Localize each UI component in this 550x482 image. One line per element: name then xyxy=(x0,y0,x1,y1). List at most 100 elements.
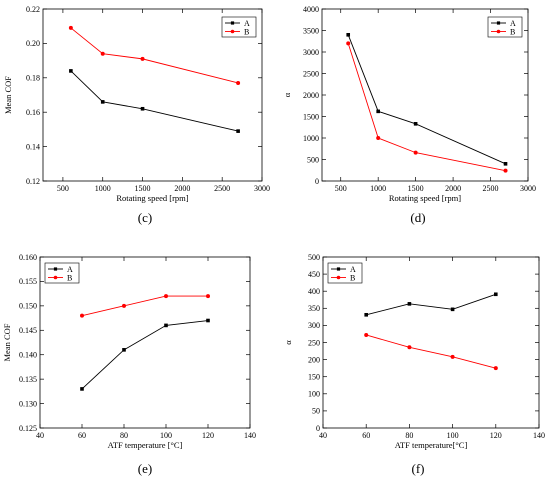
legend-label-B: B xyxy=(67,273,72,282)
plot-frame xyxy=(39,256,251,429)
data-point-B xyxy=(364,332,369,337)
y-tick-label: 0.130 xyxy=(19,399,37,408)
x-tick-label: 40 xyxy=(319,431,327,440)
legend-label-B: B xyxy=(244,27,249,36)
legend-marker-A xyxy=(496,21,501,25)
y-tick-label: 500 xyxy=(307,155,319,164)
x-tick-label: 3000 xyxy=(520,184,536,193)
legend-label-A: A xyxy=(510,19,516,28)
y-tick-label: 450 xyxy=(308,270,320,279)
legend-marker-A xyxy=(336,267,341,271)
x-axis-title: ATF temperature [°C] xyxy=(108,440,183,450)
y-tick-label: 1000 xyxy=(303,134,319,143)
y-tick-label: 500 xyxy=(308,253,320,262)
data-point-A xyxy=(69,69,73,73)
data-point-B xyxy=(206,294,210,299)
y-tick-label: 0.18 xyxy=(26,74,40,83)
y-tick-label: 2000 xyxy=(303,91,319,100)
data-point-B xyxy=(140,56,145,61)
plot-frame xyxy=(42,8,263,182)
legend-label-A: A xyxy=(244,19,250,28)
data-point-B xyxy=(376,136,381,140)
data-point-A xyxy=(122,348,126,352)
y-tick-label: 0.22 xyxy=(26,5,40,14)
data-point-A xyxy=(450,307,455,312)
x-tick-label: 40 xyxy=(36,431,44,440)
x-tick-label: 2000 xyxy=(445,184,461,193)
y-tick-label: 150 xyxy=(308,373,320,382)
chart-panel-e: 40 60 80 100 120 140 0.125 0.130 0.135 0.140 0.145… xyxy=(2,253,256,450)
y-tick-label: 350 xyxy=(308,304,320,313)
legend-label-A: A xyxy=(350,265,356,274)
series-line-B xyxy=(347,43,506,172)
y-tick-label: 0.140 xyxy=(19,351,37,360)
data-point-B xyxy=(80,313,84,318)
x-tick-label: 1500 xyxy=(408,184,424,193)
data-point-A xyxy=(407,302,412,306)
x-tick-label: 140 xyxy=(244,431,256,440)
chart-panel-f: 40 60 80 100 120 140 0 50 100 150 200 250 300 350 400 4… xyxy=(283,253,545,450)
data-point-B xyxy=(503,168,508,173)
y-tick-label: 0.14 xyxy=(26,142,40,151)
data-point-A xyxy=(206,318,210,323)
data-point-A xyxy=(236,129,240,133)
x-tick-label: 500 xyxy=(335,184,347,193)
y-axis-title: α xyxy=(283,340,293,345)
x-tick-label: 80 xyxy=(120,431,128,440)
x-tick-label: 500 xyxy=(57,184,69,193)
data-point-B xyxy=(122,303,126,308)
y-tick-label: 0.135 xyxy=(19,375,37,384)
series-line-B xyxy=(70,27,239,84)
series-line-B xyxy=(366,334,496,369)
y-tick-label: 3500 xyxy=(303,26,319,35)
data-point-B xyxy=(413,150,418,155)
data-point-A xyxy=(503,162,508,166)
y-tick-label: 0.12 xyxy=(26,177,40,186)
x-tick-label: 1000 xyxy=(95,184,111,193)
y-tick-label: 400 xyxy=(308,287,320,296)
legend-box xyxy=(221,16,257,38)
legend-marker-B xyxy=(336,275,341,280)
y-tick-label: 0.20 xyxy=(26,39,40,48)
x-axis-title: Rotating speed [rpm] xyxy=(389,193,461,203)
y-tick-label: 300 xyxy=(308,321,320,330)
y-tick-label: 200 xyxy=(308,355,320,364)
x-tick-label: 3000 xyxy=(254,184,270,193)
x-tick-label: 100 xyxy=(447,431,459,440)
y-tick-label: 4000 xyxy=(303,5,319,14)
x-tick-label: 60 xyxy=(362,431,370,440)
x-tick-label: 1000 xyxy=(370,184,386,193)
data-point-B xyxy=(100,51,105,56)
series-line-A xyxy=(70,70,239,132)
series-line-B xyxy=(81,295,208,317)
x-tick-label: 2000 xyxy=(174,184,190,193)
legend-box xyxy=(44,262,80,284)
x-tick-label: 80 xyxy=(405,431,413,440)
x-tick-label: 100 xyxy=(160,431,172,440)
data-point-B xyxy=(450,354,455,359)
data-point-B xyxy=(493,366,498,371)
y-tick-label: 0.155 xyxy=(19,277,37,286)
x-tick-label: 2500 xyxy=(214,184,230,193)
y-tick-label: 3000 xyxy=(303,48,319,57)
y-tick-label: 50 xyxy=(312,407,320,416)
data-point-B xyxy=(346,41,351,46)
y-axis-title: Mean COF xyxy=(2,323,12,361)
y-tick-label: 0.145 xyxy=(19,326,37,335)
data-point-B xyxy=(164,294,168,299)
y-tick-label: 1500 xyxy=(303,112,319,121)
x-tick-label: 120 xyxy=(202,431,214,440)
y-tick-label: 0.125 xyxy=(19,424,37,433)
legend-label-B: B xyxy=(510,27,515,36)
legend-marker-B xyxy=(53,275,58,280)
legend-label-A: A xyxy=(67,265,73,274)
data-point-A xyxy=(164,323,168,328)
legend-marker-A xyxy=(53,267,58,271)
data-point-A xyxy=(376,109,380,114)
panel-label-c: (c) xyxy=(137,210,153,225)
x-axis-title: Rotating speed [rpm] xyxy=(116,193,188,203)
data-point-A xyxy=(80,387,84,391)
data-point-B xyxy=(236,80,241,85)
y-tick-label: 0 xyxy=(315,177,319,186)
